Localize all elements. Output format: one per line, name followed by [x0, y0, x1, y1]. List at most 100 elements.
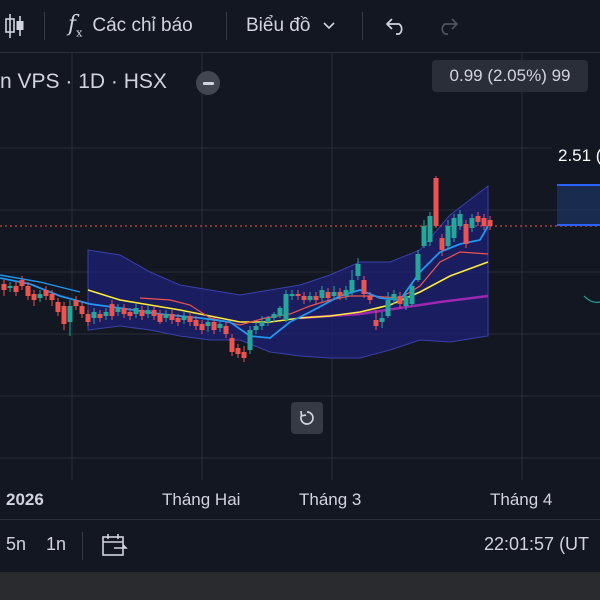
candle-body [145, 310, 151, 314]
candle-body [205, 322, 211, 326]
time-label-feb: Tháng Hai [162, 490, 241, 509]
price-change-tooltip: 0.99 (2.05%) 99 [432, 60, 588, 92]
candle-body [61, 306, 67, 324]
candles [1, 176, 493, 362]
range-5y-button[interactable]: 5n [6, 534, 27, 554]
candle-body [1, 284, 7, 290]
candle-body [175, 318, 181, 322]
candle-body [325, 292, 331, 298]
candle-body [25, 286, 31, 296]
candle-body [421, 226, 427, 246]
calendar-button[interactable] [100, 532, 128, 563]
price-label: 2.51 ( [552, 140, 600, 172]
footer-strip [0, 572, 600, 600]
candle-body [43, 290, 49, 296]
bottom-toolbar: 5n 1n 22:01:57 (UT [0, 519, 600, 572]
candle-body [295, 294, 301, 296]
candle-body [307, 296, 313, 300]
toolbar-divider [362, 12, 363, 40]
ma-mid-line [139, 251, 489, 326]
candle-body [169, 314, 175, 320]
time-label-apr: Tháng 4 [490, 490, 553, 509]
candle-body [109, 304, 115, 316]
candle-body [7, 286, 13, 288]
candle-body [397, 296, 403, 304]
candle-body [277, 308, 283, 316]
candle-body [121, 308, 127, 314]
toolbar-divider [226, 12, 227, 40]
candle-body [19, 280, 25, 286]
candle-body [403, 296, 409, 306]
candle-body [427, 216, 433, 242]
candle-body [79, 306, 85, 314]
collapse-legend-button[interactable] [196, 71, 220, 95]
top-toolbar: fx Các chỉ báo Biểu đồ [0, 0, 600, 53]
minus-icon [202, 81, 214, 85]
candle-body [289, 294, 295, 296]
candle-body [49, 294, 55, 300]
reset-icon [300, 410, 314, 425]
candle-body [151, 310, 157, 316]
candle-body [481, 218, 487, 226]
redo-button[interactable] [436, 0, 460, 52]
candle-body [469, 218, 475, 228]
price-range-highlight [557, 185, 600, 225]
indicators-label: Các chỉ báo [92, 15, 193, 36]
chart-type-dropdown[interactable]: Biểu đồ [246, 0, 336, 52]
toolbar-divider [44, 12, 45, 40]
candle-body [373, 320, 379, 326]
candle-body [253, 326, 259, 330]
candle-body [13, 286, 19, 292]
candle-body [199, 324, 205, 330]
candle-body [283, 294, 289, 320]
candle-body [115, 308, 121, 312]
undo-icon [385, 18, 403, 35]
time-label-mar: Tháng 3 [299, 490, 362, 509]
calendar-icon [102, 534, 128, 556]
candlestick-icon[interactable] [4, 0, 26, 52]
candle-body [181, 316, 187, 320]
range-1y-button[interactable]: 1n [46, 534, 67, 554]
time-axis[interactable]: 2026 Tháng Hai Tháng 3 Tháng 4 [0, 480, 600, 518]
candle-body [217, 324, 223, 328]
indicators-button[interactable]: fx Các chỉ báo [68, 0, 193, 52]
candle-body [229, 338, 235, 352]
candle-body [343, 290, 349, 296]
symbol-legend[interactable]: n VPS · 1D · HSX [0, 70, 167, 93]
clock-label[interactable]: 22:01:57 (UT [484, 534, 590, 554]
candle-body [415, 254, 421, 280]
chart-type-label: Biểu đồ [246, 15, 311, 36]
candle-body [187, 316, 193, 322]
candle-body [193, 320, 199, 326]
candle-body [367, 296, 373, 300]
candle-body [259, 322, 265, 326]
candle-body [37, 294, 43, 298]
function-icon: fx [68, 12, 83, 40]
chart-pane[interactable] [0, 53, 600, 518]
candle-body [91, 312, 97, 318]
undo-button[interactable] [384, 0, 408, 52]
candle-body [247, 330, 253, 350]
candle-body [157, 314, 163, 322]
candle-body [337, 292, 343, 296]
chevron-down-icon [323, 22, 336, 30]
candle-body [379, 318, 385, 322]
candle-body [331, 292, 337, 296]
ma-fast-line [0, 225, 489, 339]
candle-body [241, 352, 247, 358]
reset-chart-button[interactable] [291, 402, 323, 434]
candle-body [391, 294, 397, 300]
candle-body [163, 314, 169, 318]
ma-extra-line [0, 274, 81, 293]
candle-body [211, 322, 217, 330]
bottom-divider [82, 532, 83, 560]
candle-body [301, 296, 307, 300]
candle-body [235, 348, 241, 354]
candle-body [223, 326, 229, 334]
candle-body [313, 296, 319, 300]
candle-body [31, 294, 37, 300]
candle-body [433, 178, 439, 226]
price-chart[interactable] [0, 53, 600, 518]
candle-body [457, 214, 463, 226]
redo-icon [441, 18, 459, 35]
